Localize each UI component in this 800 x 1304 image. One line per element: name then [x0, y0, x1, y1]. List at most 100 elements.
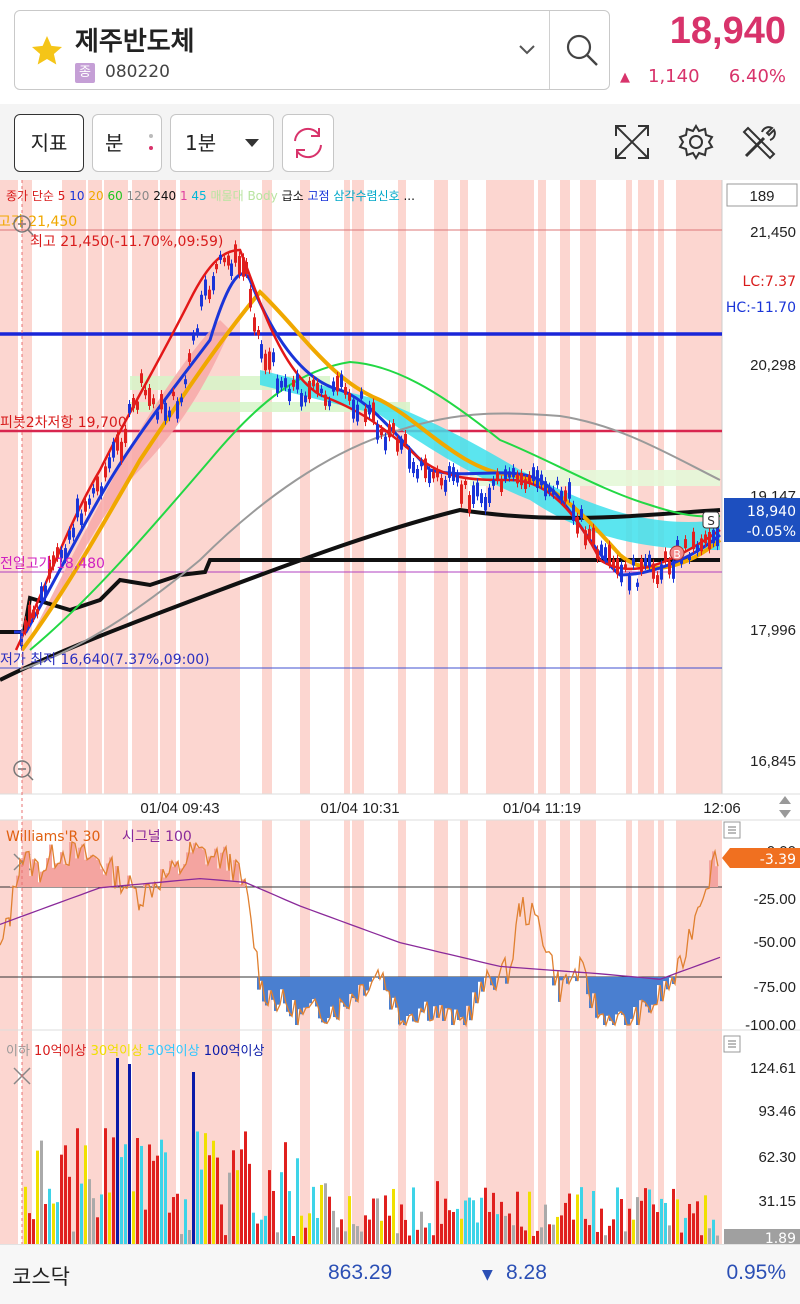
- williams-oversold-fill: [475, 977, 478, 1004]
- volume-bar: [360, 1231, 363, 1244]
- candle-body: [264, 353, 267, 371]
- candle-body: [596, 549, 599, 559]
- volume-bar: [124, 1144, 127, 1244]
- volume-bar: [620, 1199, 623, 1244]
- band: [460, 1030, 468, 1244]
- search-icon[interactable]: [561, 29, 603, 71]
- period-type-button[interactable]: 분: [92, 114, 162, 172]
- williams-oversold-fill: [412, 977, 415, 1022]
- williams-oversold-fill: [327, 977, 330, 1019]
- candle-body: [452, 467, 455, 482]
- index-footer[interactable]: 코스닥 863.29 ▼ 8.28 0.95%: [0, 1244, 800, 1304]
- volume-bar: [616, 1187, 619, 1244]
- band: [538, 820, 546, 1030]
- williams-oversold-fill: [389, 977, 392, 1010]
- indicator-button[interactable]: 지표: [14, 114, 84, 172]
- williams-overbought-fill: [38, 882, 40, 887]
- time-tick: 01/04 11:19: [503, 800, 581, 817]
- expand-icon[interactable]: [612, 122, 652, 162]
- candle-body: [152, 398, 155, 405]
- volume-bar: [216, 1157, 219, 1244]
- williams-overbought-fill: [223, 846, 226, 887]
- legend-item: 10: [65, 189, 84, 203]
- williams-overbought-fill: [55, 863, 58, 887]
- volume-bar: [384, 1195, 387, 1244]
- williams-oversold-fill: [409, 977, 412, 1015]
- low-label: 저가 최저 16,640(7.37%,09:00): [0, 652, 210, 668]
- candle-body: [208, 289, 211, 300]
- candle-body: [64, 548, 67, 560]
- candle-body: [468, 495, 471, 513]
- candle-body: [304, 395, 307, 403]
- period-select[interactable]: 1분: [170, 114, 274, 172]
- menu-icon[interactable]: [723, 1035, 741, 1053]
- candle-body: [412, 462, 415, 474]
- candle-body: [284, 378, 287, 388]
- candle-body: [140, 373, 143, 384]
- candle-body: [80, 513, 83, 525]
- williams-overbought-fill: [43, 869, 46, 887]
- candle-body: [652, 563, 655, 579]
- williams-oversold-fill: [560, 977, 563, 981]
- volume-bar: [656, 1212, 659, 1244]
- volume-bar: [248, 1163, 251, 1244]
- band: [460, 180, 468, 794]
- volume-bar: [268, 1170, 271, 1244]
- volume-bar: [156, 1155, 159, 1244]
- stock-header: 제주반도체 종 080220 18,940 ▲ 1,140 6.40%: [0, 0, 800, 104]
- chevron-down-icon[interactable]: [515, 37, 539, 61]
- candle-body: [692, 531, 695, 549]
- volume-bar: [88, 1179, 91, 1244]
- volume-bar: [316, 1217, 319, 1244]
- band: [460, 820, 468, 1030]
- candle-body: [160, 394, 163, 410]
- volume-legend-item: 10억이상: [30, 1044, 87, 1059]
- volume-bar: [692, 1213, 695, 1244]
- candle-body: [92, 488, 95, 494]
- candle-body: [456, 473, 459, 483]
- candle-body: [296, 373, 299, 390]
- volume-bar: [340, 1219, 343, 1244]
- band: [626, 180, 632, 794]
- williams-overbought-fill: [72, 843, 75, 887]
- volume-bar: [588, 1225, 591, 1244]
- candle-body: [628, 576, 631, 591]
- volume-bar: [220, 1204, 223, 1244]
- chart-area[interactable]: B S 종가 단순 5 10 20 60 120 240 1 45 매물대 Bo…: [0, 180, 800, 1244]
- current-price-tag-value: 18,940: [747, 504, 796, 520]
- williams-value-tag: [722, 848, 800, 868]
- volume-bar: [548, 1224, 551, 1244]
- candle-body: [580, 509, 583, 518]
- volume-legend-item: 이하: [6, 1044, 30, 1059]
- candle-body: [448, 466, 451, 478]
- scroll-arrows-icon[interactable]: [779, 796, 791, 818]
- refresh-button[interactable]: [282, 114, 334, 172]
- williams-oversold-fill: [600, 977, 603, 1014]
- volume-bar: [252, 1212, 255, 1244]
- favorite-star-icon[interactable]: [29, 33, 65, 69]
- williams-oversold-fill: [274, 977, 277, 1011]
- menu-icon[interactable]: [723, 821, 741, 839]
- williams-oversold-fill: [642, 977, 645, 1003]
- volume-bar: [444, 1198, 447, 1244]
- tools-icon[interactable]: [740, 122, 780, 162]
- williams-overbought-fill: [49, 844, 52, 887]
- candle-body: [404, 433, 407, 445]
- candle-body: [600, 544, 603, 556]
- stock-selector[interactable]: 제주반도체 종 080220: [14, 10, 610, 90]
- williams-overbought-fill: [166, 873, 169, 887]
- volume-bar: [184, 1199, 187, 1244]
- candle-body: [612, 559, 615, 568]
- candle-body: [188, 353, 191, 362]
- ma-5-line: [14, 248, 721, 651]
- stock-chart[interactable]: B S 종가 단순 5 10 20 60 120 240 1 45 매물대 Bo…: [0, 180, 800, 1244]
- gear-icon[interactable]: [676, 122, 716, 162]
- band: [580, 180, 596, 794]
- candle-body: [204, 279, 207, 296]
- williams-oversold-fill: [280, 977, 283, 990]
- candle-body: [68, 530, 71, 540]
- stock-code: 080220: [105, 62, 170, 82]
- volume-bar: [188, 1229, 191, 1244]
- volume-bar: [136, 1138, 139, 1244]
- volume-bar: [396, 1233, 399, 1244]
